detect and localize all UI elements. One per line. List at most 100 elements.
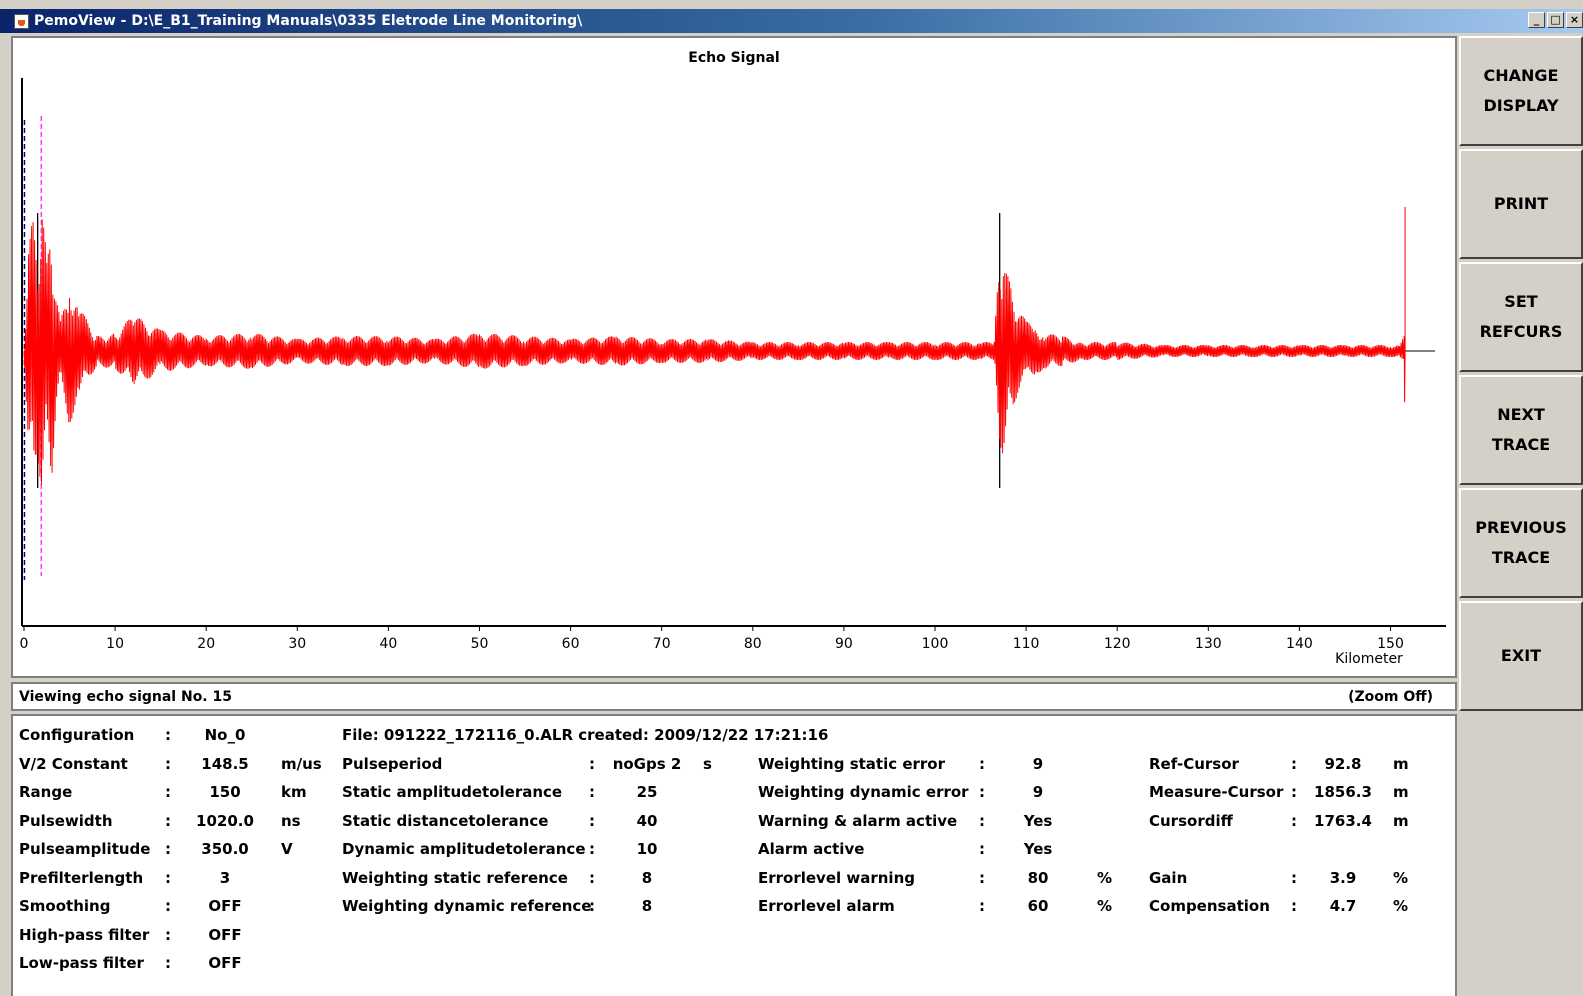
x-tick-label: 130 <box>1195 636 1222 652</box>
x-tick-label: 70 <box>653 636 671 652</box>
x-tick-label: 100 <box>922 636 949 652</box>
minimize-icon[interactable]: _ <box>1528 12 1545 28</box>
change-display-button[interactable]: CHANGE DISPLAY <box>1459 36 1583 146</box>
col1-colon: : <box>165 783 171 801</box>
col2-unit: s <box>703 754 712 773</box>
close-icon[interactable]: × <box>1566 12 1583 28</box>
button-label: EXIT <box>1501 641 1541 671</box>
col4-unit: m <box>1393 783 1409 801</box>
col4-value: 92.8 <box>1324 754 1362 773</box>
col1-unit: km <box>281 783 307 801</box>
col3-unit: % <box>1097 868 1113 887</box>
button-label: PRINT <box>1494 189 1548 219</box>
col1-colon: : <box>165 897 171 915</box>
col4-unit: m <box>1393 754 1409 773</box>
col4-colon: : <box>1291 783 1297 801</box>
col1-label: Smoothing <box>19 897 111 915</box>
col3-value: 9 <box>1032 783 1044 801</box>
col3-value: 9 <box>1032 754 1044 773</box>
col4-colon: : <box>1291 811 1297 830</box>
button-label-line2: TRACE <box>1491 435 1551 454</box>
col2-label: Static distancetolerance <box>342 811 549 830</box>
col1-colon: : <box>165 840 171 858</box>
col4-label: Compensation <box>1149 897 1270 915</box>
col3-label: Errorlevel alarm <box>758 897 895 915</box>
col3-label: Warning & alarm active <box>758 811 958 830</box>
col1-value: 3 <box>219 868 231 887</box>
col1-value: OFF <box>208 897 242 915</box>
col2-label: Dynamic amplitudetolerance <box>342 840 586 858</box>
col1-label: Pulsewidth <box>19 811 113 830</box>
exit-button[interactable]: EXIT <box>1459 601 1583 711</box>
next-trace-button[interactable]: NEXT TRACE <box>1459 375 1583 485</box>
button-label-line1: EXIT <box>1500 646 1542 665</box>
col3-label: Weighting static error <box>758 754 946 773</box>
java-app-icon <box>14 13 29 29</box>
col4-unit: % <box>1393 897 1409 915</box>
col2-label: Weighting static reference <box>342 868 568 887</box>
col1-label: Configuration <box>19 726 135 744</box>
chart-title: Echo Signal <box>688 50 780 66</box>
col1-label: V/2 Constant <box>19 754 128 773</box>
col2-colon: : <box>589 754 595 773</box>
button-label-line1: PRINT <box>1493 194 1549 213</box>
x-tick-label: 20 <box>197 636 215 652</box>
status-bar: Viewing echo signal No. 15 (Zoom Off) <box>11 682 1457 711</box>
col4-value: 4.7 <box>1329 897 1357 915</box>
status-text: Viewing echo signal No. 15 <box>19 689 232 705</box>
col2-value: 8 <box>641 897 653 915</box>
col3-value: Yes <box>1023 811 1053 830</box>
col2-value: 40 <box>636 811 658 830</box>
col3-label: Errorlevel warning <box>758 868 915 887</box>
maximize-icon[interactable]: □ <box>1547 12 1564 28</box>
echo-signal-chart-panel[interactable]: Echo Signal 0 10 20 30 40 50 60 70 80 90 100 110 120… <box>11 36 1457 678</box>
col2-colon: : <box>589 868 595 887</box>
col3-label: Weighting dynamic error <box>758 783 969 801</box>
col1-value: OFF <box>208 925 242 944</box>
previous-trace-button[interactable]: PREVIOUS TRACE <box>1459 488 1583 598</box>
col2-colon: : <box>589 783 595 801</box>
x-tick-label: 140 <box>1286 636 1313 652</box>
col3-value: 80 <box>1027 868 1049 887</box>
x-tick-label: 80 <box>744 636 762 652</box>
button-label-line2: TRACE <box>1491 548 1551 567</box>
col1-label: Range <box>19 783 73 801</box>
button-label-line2: DISPLAY <box>1483 96 1559 115</box>
echo-signal-chart[interactable]: 0 10 20 30 40 50 60 70 80 90 100 110 120 130 140 150Kil… <box>13 38 1455 676</box>
col3-colon: : <box>979 754 985 773</box>
col4-value: 3.9 <box>1329 868 1357 887</box>
col1-value: 1020.0 <box>196 811 254 830</box>
echo-signal-trace <box>23 207 1406 485</box>
col4-colon: : <box>1291 868 1297 887</box>
x-tick-label: 120 <box>1104 636 1131 652</box>
col2-colon: : <box>589 840 595 858</box>
col1-colon: : <box>165 954 171 972</box>
button-label: SET REFCURS <box>1480 287 1563 347</box>
col1-colon: : <box>165 925 171 944</box>
col1-colon: : <box>165 811 171 830</box>
col1-colon: : <box>165 726 171 744</box>
col1-unit: V <box>281 840 293 858</box>
col1-value: No_0 <box>204 726 246 744</box>
col2-value: noGps 2 <box>612 754 682 773</box>
x-tick-label: 10 <box>106 636 124 652</box>
button-label: CHANGE DISPLAY <box>1483 61 1558 121</box>
col3-colon: : <box>979 783 985 801</box>
col1-label: High-pass filter <box>19 925 150 944</box>
col1-label: Low-pass filter <box>19 954 144 972</box>
col4-value: 1763.4 <box>1314 811 1372 830</box>
x-tick-label: 150 <box>1377 636 1404 652</box>
col2-value: 8 <box>641 868 653 887</box>
button-label: PREVIOUS TRACE <box>1475 513 1566 573</box>
col1-value: 350.0 <box>201 840 249 858</box>
col3-unit: % <box>1097 897 1113 915</box>
window-titlebar[interactable]: PemoView - D:\E_B1_Training Manuals\0335… <box>0 9 1583 33</box>
col3-label: Alarm active <box>758 840 865 858</box>
x-axis-label: Kilometer <box>1335 651 1403 667</box>
col1-value: 148.5 <box>201 754 249 773</box>
x-tick-label: 0 <box>20 636 29 652</box>
x-tick-label: 90 <box>835 636 853 652</box>
col1-colon: : <box>165 754 171 773</box>
print-button[interactable]: PRINT <box>1459 149 1583 259</box>
set-refcurs-button[interactable]: SET REFCURS <box>1459 262 1583 372</box>
